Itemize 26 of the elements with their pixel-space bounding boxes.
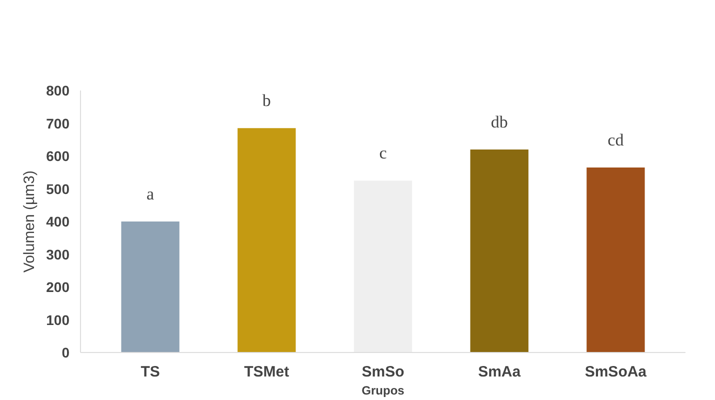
x-tick-label: TSMet — [244, 364, 290, 380]
bar — [238, 128, 296, 352]
annotation: b — [262, 91, 271, 110]
annotation: a — [146, 184, 155, 204]
y-tick-label: 400 — [46, 214, 70, 230]
annotation: db — [490, 112, 508, 132]
x-axis-title: Grupos — [362, 384, 405, 398]
bar — [354, 180, 412, 352]
y-tick-label: 300 — [46, 246, 70, 262]
bar — [470, 149, 528, 352]
bar — [121, 222, 180, 352]
y-tick-label: 700 — [46, 115, 70, 132]
annotation: c — [379, 144, 388, 163]
x-tick-label: SmSoAa — [584, 364, 648, 380]
x-tick-label: SmAa — [478, 364, 522, 380]
x-tick-label: SmSo — [362, 364, 404, 380]
y-axis-title: Volumen (µm3) — [21, 170, 38, 273]
annotation: cd — [608, 130, 624, 150]
bar — [586, 167, 645, 352]
y-tick-label: 500 — [46, 180, 70, 197]
y-tick-label: 600 — [46, 148, 70, 164]
y-tick-label: 100 — [46, 312, 70, 328]
y-tick-label: 200 — [46, 279, 70, 295]
y-tick-label: 0 — [62, 344, 70, 360]
y-tick-label: 800 — [46, 82, 70, 98]
x-tick-label: TS — [140, 364, 160, 380]
